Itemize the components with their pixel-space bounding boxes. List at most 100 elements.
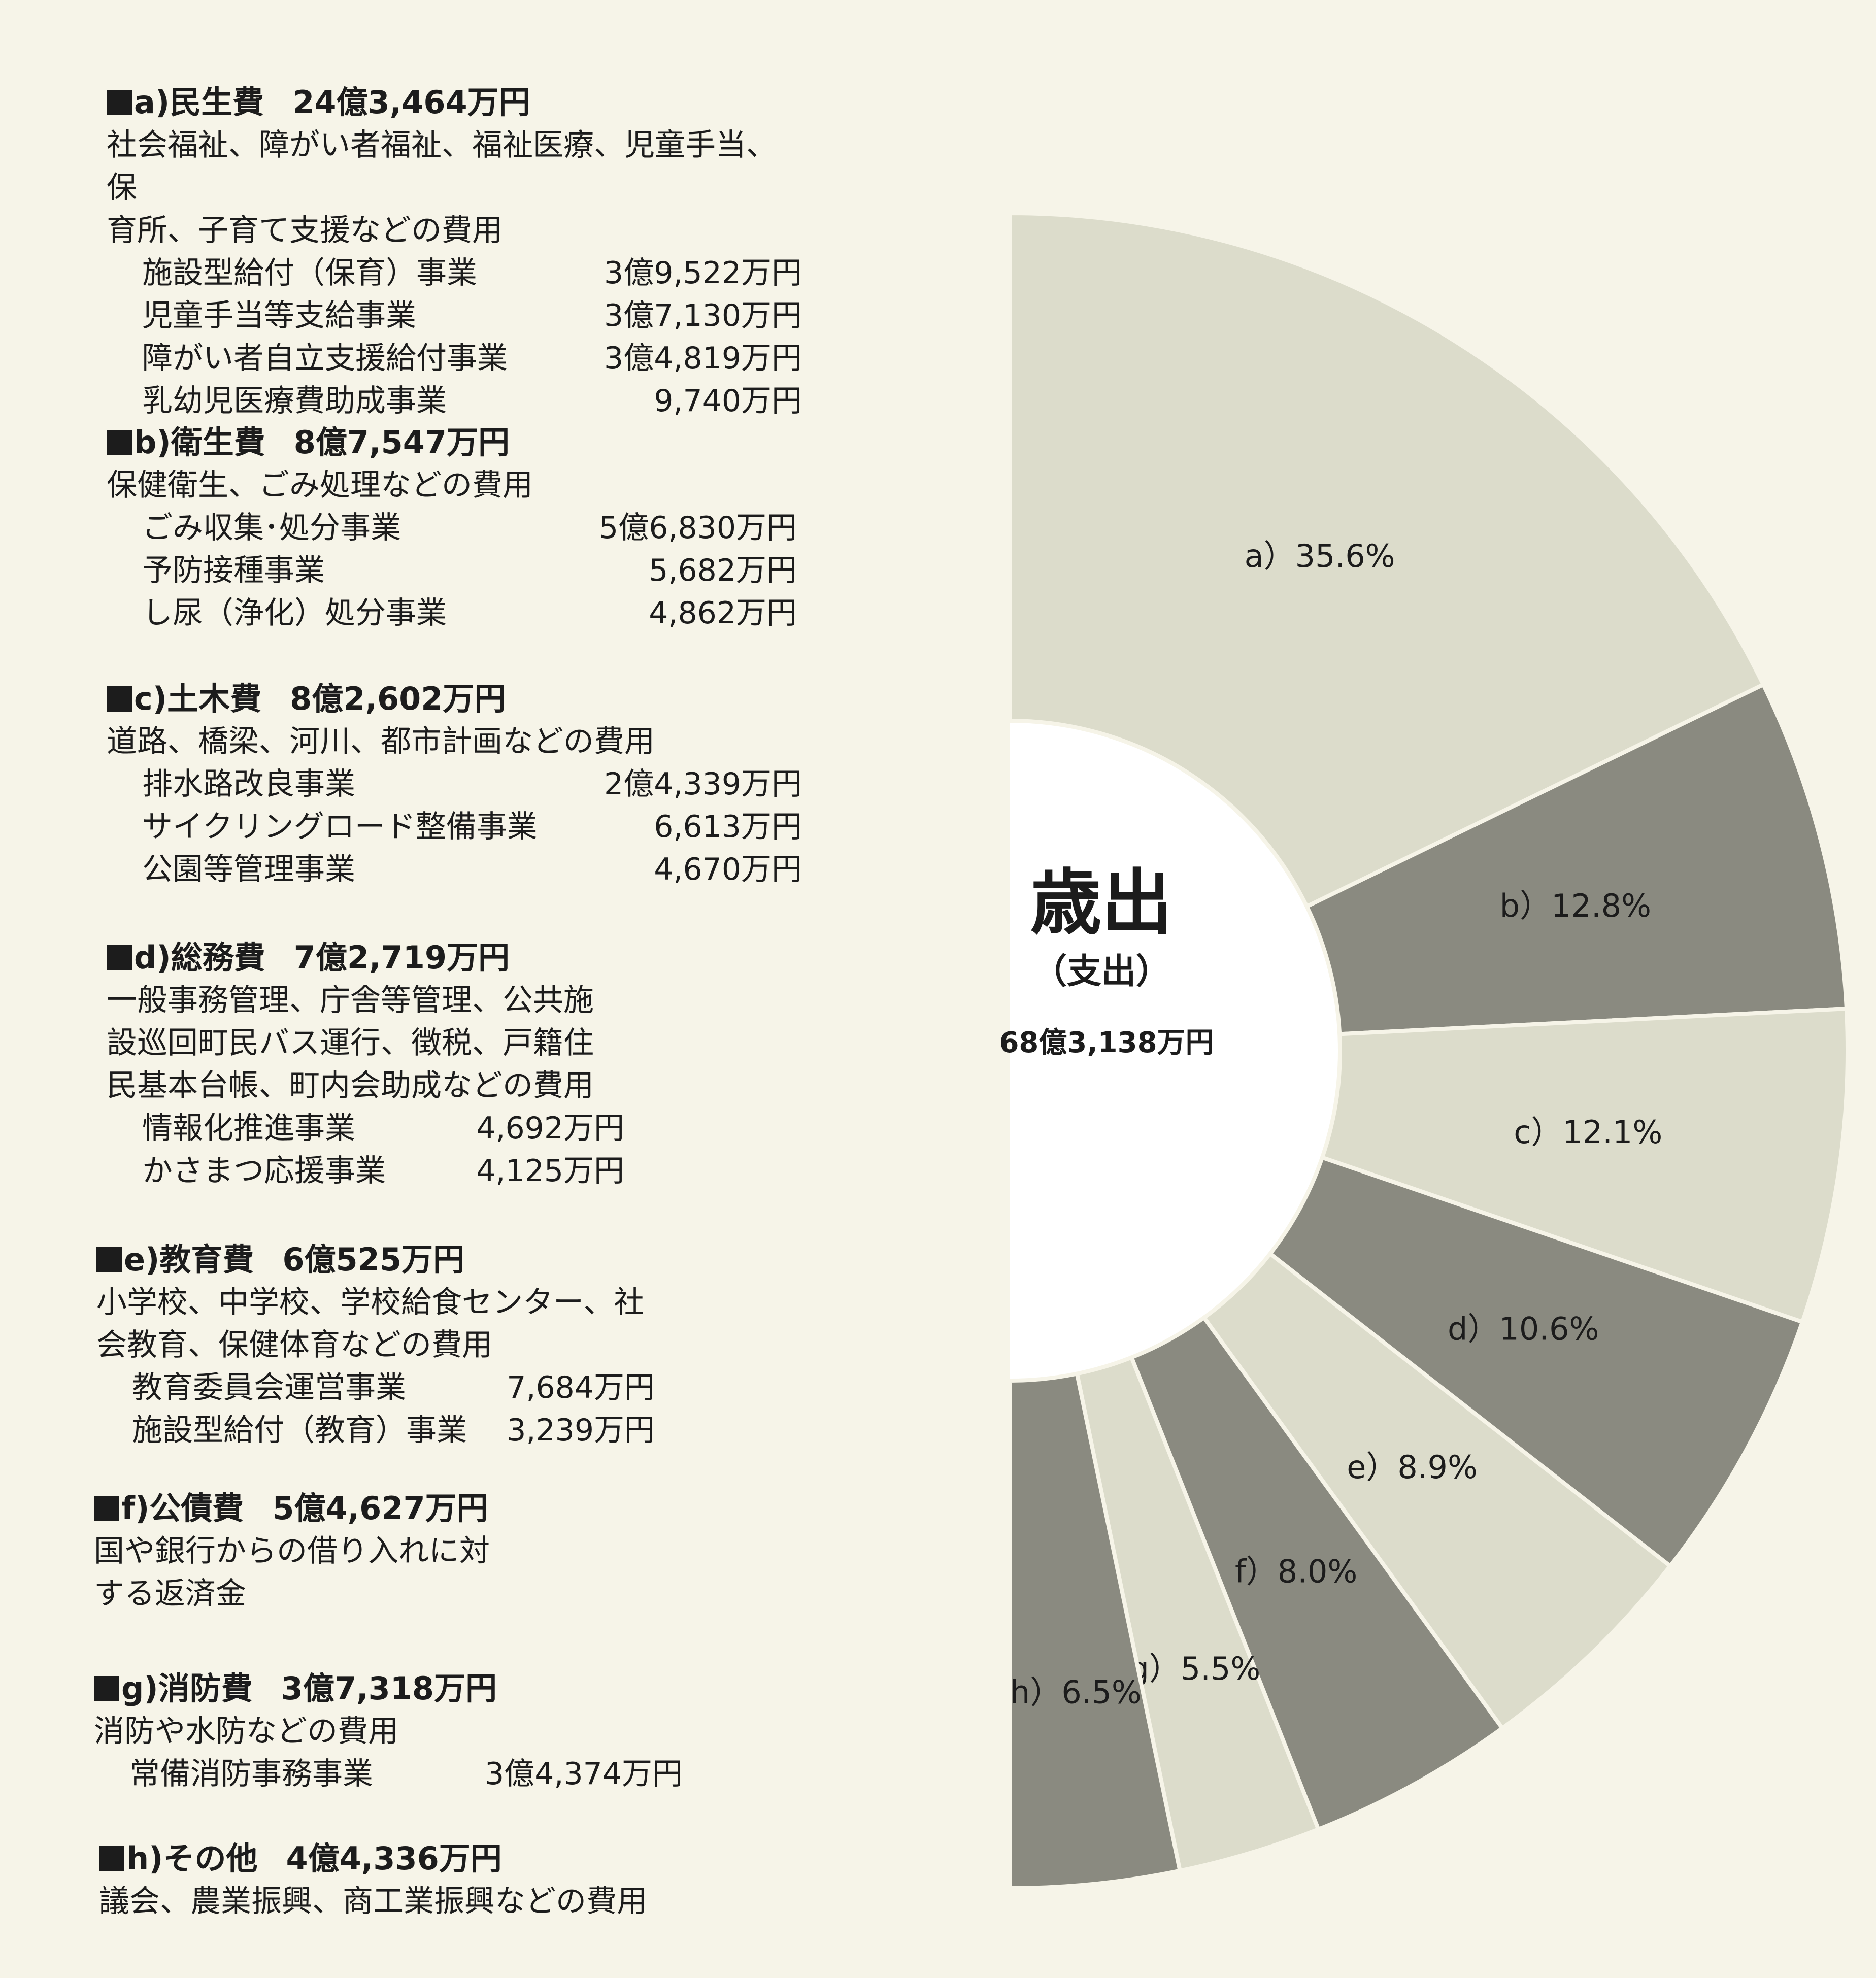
program-amount: 5億6,830万円 [599, 510, 797, 546]
program-row: 教育委員会運営事業 7,684万円 [132, 1366, 655, 1409]
program-row: 常備消防事務事業 3億4,374万円 [129, 1753, 683, 1795]
section-name: 民生費 [170, 84, 264, 121]
section-description: 設巡回町民バス運行、徴税、戸籍住 [107, 1025, 594, 1061]
program-amount: 6,613万円 [654, 809, 802, 845]
program-row: 児童手当等支給事業 3億7,130万円 [142, 294, 802, 337]
section-h: h)その他 4億4,336万円議会、農業振興、商工業振興などの費用 [99, 1837, 708, 1923]
square-bullet-icon [94, 1496, 119, 1521]
program-name: 公園等管理事業 [142, 852, 355, 887]
section-marker: h) [126, 1840, 163, 1877]
section-description: 小学校、中学校、学校給食センター、社 [96, 1285, 645, 1320]
slice-label-f: f）8.0% [1235, 1553, 1357, 1590]
slice-label-c: c）12.1% [1514, 1114, 1662, 1151]
section-description: 社会福祉、障がい者福祉、福祉医療、児童手当、保 [107, 127, 777, 206]
square-bullet-icon [107, 945, 132, 970]
program-name: 排水路改良事業 [142, 766, 355, 802]
program-name: 常備消防事務事業 [129, 1756, 373, 1792]
square-bullet-icon [107, 90, 132, 115]
program-name: 児童手当等支給事業 [142, 298, 416, 333]
program-row: 施設型給付（保育）事業 3億9,522万円 [142, 252, 802, 294]
section-description: 民基本台帳、町内会助成などの費用 [107, 1068, 594, 1103]
section-amount: 5億4,627万円 [272, 1490, 488, 1527]
section-marker: d) [134, 939, 171, 976]
program-name: サイクリングロード整備事業 [142, 809, 538, 845]
program-name: 予防接種事業 [142, 553, 325, 588]
program-row: サイクリングロード整備事業 6,613万円 [142, 806, 802, 848]
breakdown-list: a)民生費 24億3,464万円 社会福祉、障がい者福祉、福祉医療、児童手当、保 育所… [0, 0, 863, 1978]
section-amount: 24億3,464万円 [292, 84, 530, 121]
section-name: その他 [163, 1840, 258, 1877]
section-description: 会教育、保健体育などの費用 [96, 1327, 492, 1363]
section-amount: 3億7,318万円 [281, 1670, 497, 1707]
expenditure-chart: a）35.6% b）12.8% c）12.1% d）10.6% e）8.9% f）8.0%… [863, 0, 1876, 1978]
program-name: 乳幼児医療費助成事業 [142, 383, 447, 419]
program-name: し尿（浄化）処分事業 [142, 595, 447, 631]
program-amount: 7,684万円 [507, 1370, 655, 1405]
program-row: かさまつ応援事業 4,125万円 [142, 1150, 624, 1192]
program-row: ごみ収集･処分事業 5億6,830万円 [142, 507, 797, 549]
slice-label-b: b）12.8% [1500, 887, 1651, 924]
chart-center-total: 68億3,138万円 [999, 1026, 1214, 1059]
program-list: 常備消防事務事業 3億4,374万円 [129, 1753, 683, 1795]
slice-f [1129, 1315, 1505, 1832]
section-c: c)土木費 8億2,602万円 道路、橋梁、河川、都市計画などの費用 排水路改良事業 2… [107, 678, 802, 891]
program-row: 予防接種事業 5,682万円 [142, 549, 797, 592]
square-bullet-icon [107, 430, 132, 455]
square-bullet-icon [96, 1247, 122, 1272]
section-heading: c)土木費 8億2,602万円 [107, 678, 802, 720]
section-amount: 7億2,719万円 [293, 939, 510, 976]
section-description: 議会、農業振興、商工業振興などの費用 [99, 1884, 647, 1919]
section-heading: b)衛生費 8億7,547万円 [107, 421, 797, 464]
program-row: 情報化推進事業 4,692万円 [142, 1107, 624, 1150]
slice-b [1304, 682, 1849, 1036]
slice-d [1267, 1155, 1805, 1569]
slice-e [1201, 1251, 1673, 1731]
slice-label-d: d）10.6% [1448, 1311, 1599, 1348]
section-marker: e) [124, 1241, 160, 1278]
program-row: 公園等管理事業 4,670万円 [142, 848, 802, 891]
program-amount: 9,740万円 [654, 383, 802, 419]
section-name: 公債費 [149, 1490, 244, 1527]
program-row: 乳幼児医療費助成事業 9,740万円 [142, 380, 802, 422]
program-list: 教育委員会運営事業 7,684万円 施設型給付（教育）事業 3,239万円 [132, 1366, 655, 1452]
section-amount: 6億525万円 [282, 1241, 464, 1278]
donut-hole [1010, 723, 1338, 1379]
section-heading: a)民生費 24億3,464万円 [107, 81, 802, 124]
program-amount: 4,670万円 [654, 852, 802, 887]
slice-label-a: a）35.6% [1245, 538, 1395, 575]
section-description: 道路、橋梁、河川、都市計画などの費用 [107, 724, 655, 759]
section-description: 消防や水防などの費用 [94, 1714, 398, 1749]
program-amount: 3億4,819万円 [604, 341, 802, 376]
slice-label-g: g）5.5% [1129, 1650, 1260, 1687]
program-amount: 4,692万円 [476, 1111, 624, 1146]
program-amount: 3億4,374万円 [485, 1756, 683, 1792]
program-list: 排水路改良事業 2億4,339万円 サイクリングロード整備事業 6,613万円 公園等管… [142, 763, 802, 891]
section-name: 衛生費 [171, 424, 265, 461]
program-list: ごみ収集･処分事業 5億6,830万円予防接種事業 5,682万円し尿（浄化）処分事… [142, 507, 797, 634]
square-bullet-icon [99, 1846, 124, 1871]
program-list: 情報化推進事業 4,692万円 かさまつ応援事業 4,125万円 [142, 1107, 624, 1192]
slice-h [1008, 1371, 1183, 1891]
program-list: 施設型給付（保育）事業 3億9,522万円 児童手当等支給事業 3億7,130万円 障が… [142, 252, 802, 422]
program-name: かさまつ応援事業 [142, 1153, 386, 1189]
section-description: 一般事務管理、庁舎等管理、公共施 [107, 983, 594, 1018]
section-marker: c) [134, 680, 168, 717]
slice-c [1319, 1006, 1850, 1325]
section-g: g)消防費 3億7,318万円消防や水防などの費用常備消防事務事業 3億4,374万… [94, 1667, 683, 1795]
section-heading: g)消防費 3億7,318万円 [94, 1667, 683, 1710]
program-name: 施設型給付（保育）事業 [142, 255, 477, 291]
program-row: し尿（浄化）処分事業 4,862万円 [142, 592, 797, 634]
section-description: する返済金 [94, 1576, 246, 1612]
section-heading: f)公債費 5億4,627万円 [94, 1487, 551, 1530]
program-amount: 5,682万円 [649, 553, 797, 588]
section-marker: f) [121, 1490, 150, 1527]
program-row: 障がい者自立支援給付事業 3億4,819万円 [142, 337, 802, 380]
section-e: e)教育費 6億525万円小学校、中学校、学校給食センター、社 会教育、保健体育など… [96, 1238, 655, 1452]
section-d: d)総務費 7億2,719万円 一般事務管理、庁舎等管理、公共施 設巡回町民バス運行、… [107, 936, 624, 1192]
section-description: 育所、子育て支援などの費用 [107, 213, 502, 248]
program-name: 施設型給付（教育）事業 [132, 1413, 467, 1448]
chart-center-title: 歳出 [1030, 862, 1172, 945]
section-name: 教育費 [159, 1241, 254, 1278]
section-amount: 4億4,336万円 [286, 1840, 502, 1877]
square-bullet-icon [107, 686, 132, 712]
